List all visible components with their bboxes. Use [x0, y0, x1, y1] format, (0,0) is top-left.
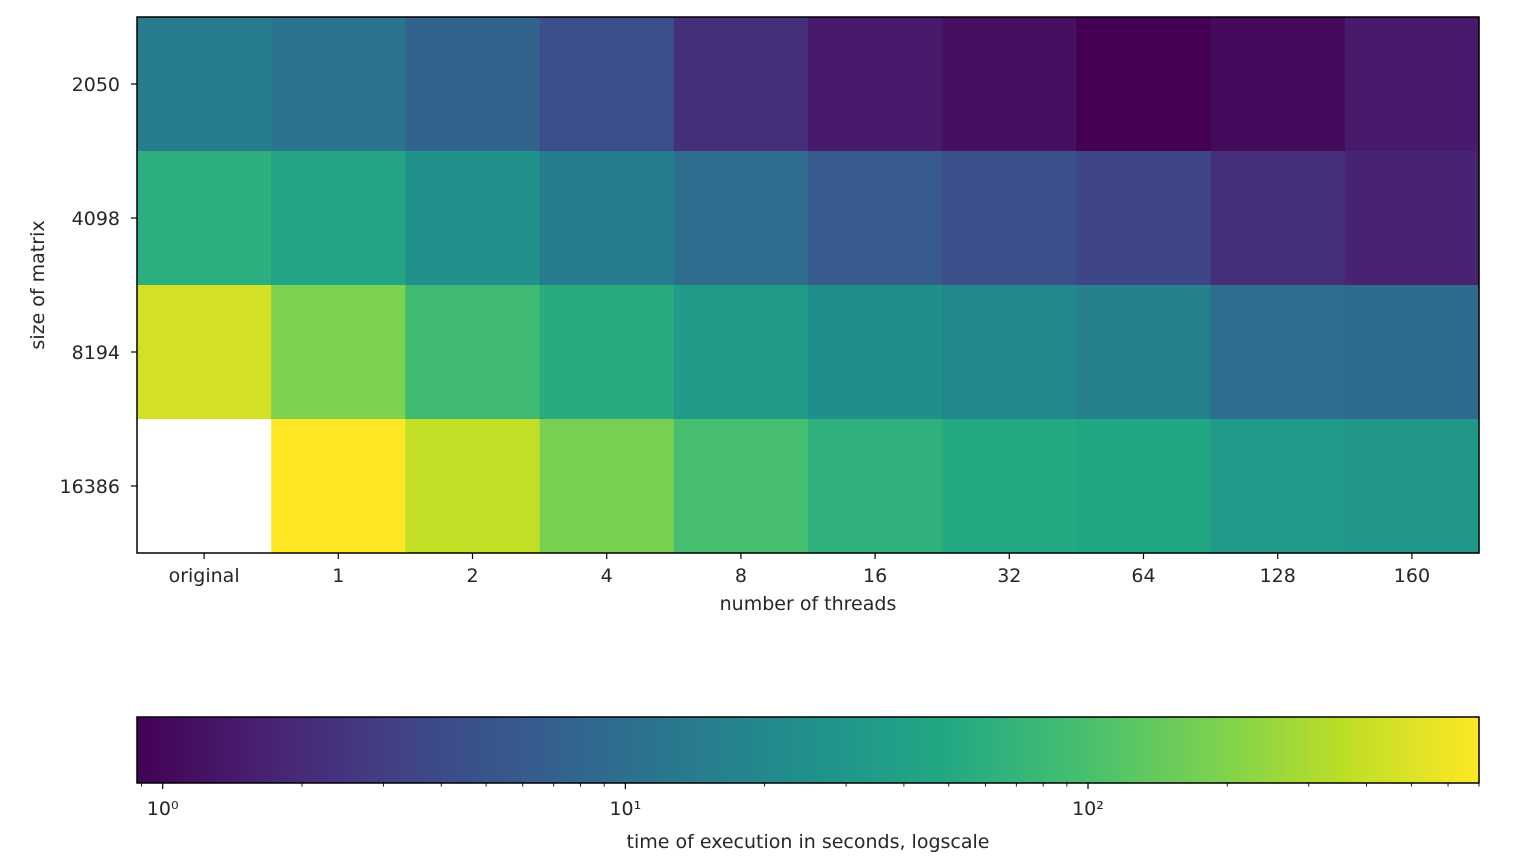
heatmap-cell-2050-128 — [1210, 17, 1346, 152]
x-tick-label: original — [169, 565, 240, 587]
heatmap-cells — [137, 17, 1480, 554]
heatmap-cell-2050-16 — [808, 17, 943, 152]
heatmap-cell-4098-4 — [539, 151, 675, 286]
heatmap-cell-8194-64 — [1076, 285, 1212, 420]
heatmap-cell-8194-2 — [405, 285, 541, 420]
heatmap-cell-16386-original — [137, 419, 272, 554]
x-tick-label: 1 — [332, 565, 344, 587]
x-axis-ticks: original 1 2 4 8 16 32 64 128 160 — [169, 553, 1430, 587]
x-tick-label: 4 — [601, 565, 613, 587]
heatmap-cell-16386-160 — [1344, 419, 1480, 554]
heatmap-cell-4098-1 — [271, 151, 406, 286]
heatmap-cell-8194-8 — [673, 285, 809, 420]
heatmap-cell-8194-16 — [808, 285, 943, 420]
x-tick-label: 64 — [1131, 565, 1155, 587]
heatmap-cell-16386-128 — [1210, 419, 1346, 554]
heatmap-cell-2050-1 — [271, 17, 406, 152]
heatmap-cell-8194-1 — [271, 285, 406, 420]
heatmap-cell-4098-160 — [1344, 151, 1480, 286]
heatmap-cell-16386-2 — [405, 419, 541, 554]
x-tick-label: 16 — [863, 565, 887, 587]
heatmap-cell-2050-2 — [405, 17, 541, 152]
colorbar-tick-label: 10⁰ — [147, 798, 179, 820]
colorbar — [136, 716, 1480, 784]
heatmap-cell-8194-original — [137, 285, 272, 420]
x-tick-label: 32 — [997, 565, 1021, 587]
heatmap-cell-4098-32 — [942, 151, 1077, 286]
heatmap-cell-8194-4 — [539, 285, 675, 420]
heatmap-cell-16386-1 — [271, 419, 406, 554]
plot-frame — [136, 16, 1480, 554]
heatmap-cell-16386-4 — [539, 419, 675, 554]
heatmap-cell-4098-2 — [405, 151, 541, 286]
y-tick-label: 4098 — [72, 208, 120, 230]
y-tick-label: 8194 — [72, 342, 120, 364]
heatmap-cell-2050-64 — [1076, 17, 1212, 152]
heatmap-cell-2050-160 — [1344, 17, 1480, 152]
colorbar-tick-label: 10¹ — [609, 798, 641, 820]
heatmap-cell-8194-32 — [942, 285, 1077, 420]
x-tick-label: 128 — [1260, 565, 1296, 587]
x-tick-label: 160 — [1394, 565, 1430, 587]
heatmap-cell-8194-128 — [1210, 285, 1346, 420]
heatmap-cell-4098-original — [137, 151, 272, 286]
colorbar-tick-label: 10² — [1072, 798, 1104, 820]
heatmap-cell-16386-32 — [942, 419, 1077, 554]
colorbar-label: time of execution in seconds, logscale — [627, 831, 990, 853]
heatmap-cell-4098-16 — [808, 151, 943, 286]
heatmap-cell-4098-128 — [1210, 151, 1346, 286]
x-tick-label: 8 — [735, 565, 747, 587]
colorbar-ticks: 10⁰ 10¹ 10² — [141, 783, 1480, 820]
heatmap-cell-16386-64 — [1076, 419, 1212, 554]
heatmap-cell-16386-8 — [673, 419, 809, 554]
y-axis-label: size of matrix — [27, 220, 49, 349]
y-axis-ticks: 2050 4098 8194 16386 — [60, 74, 137, 498]
x-tick-label: 2 — [466, 565, 478, 587]
heatmap-cell-4098-8 — [673, 151, 809, 286]
heatmap-cell-4098-64 — [1076, 151, 1212, 286]
x-axis-label: number of threads — [720, 593, 897, 615]
heatmap-cell-2050-4 — [539, 17, 675, 152]
heatmap-cell-2050-8 — [673, 17, 809, 152]
y-tick-label: 2050 — [72, 74, 120, 96]
heatmap-cell-2050-original — [137, 17, 272, 152]
heatmap-cell-16386-16 — [808, 419, 943, 554]
heatmap-cell-2050-32 — [942, 17, 1077, 152]
heatmap-cell-8194-160 — [1344, 285, 1480, 420]
y-tick-label: 16386 — [60, 476, 120, 498]
